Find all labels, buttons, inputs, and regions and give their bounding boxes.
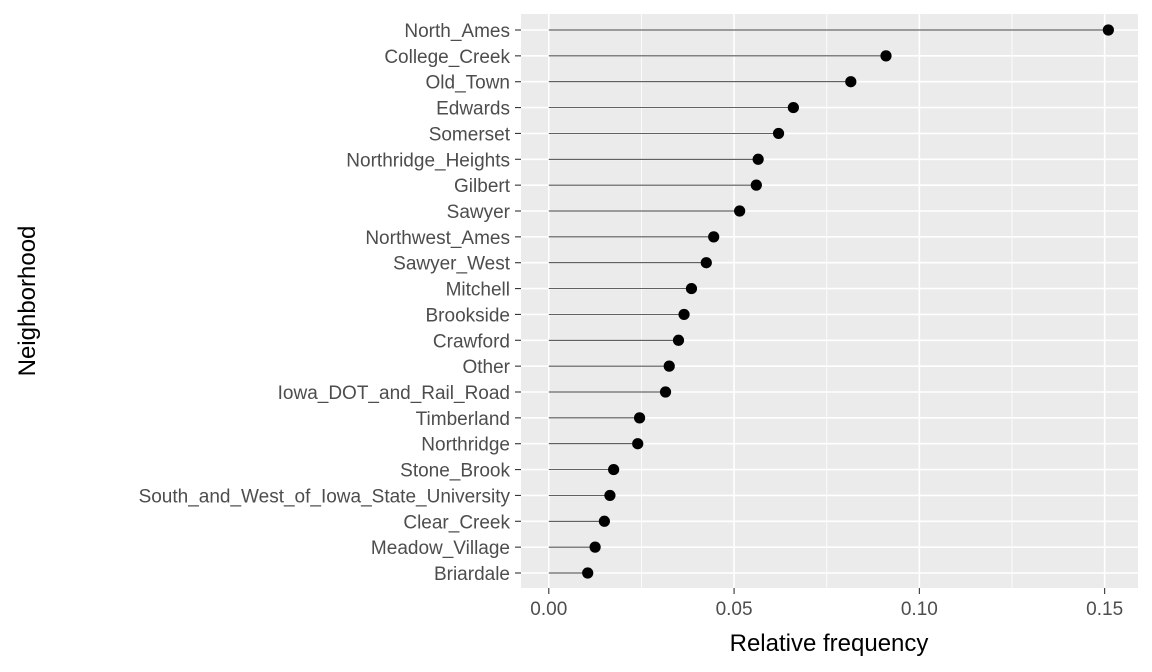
y-tick-label: Crawford [433,331,510,352]
y-tick-label: Northridge [421,435,510,456]
y-tick-label: Sawyer [447,202,511,223]
x-tick-label: 0.05 [716,599,753,620]
data-point [608,463,620,476]
x-axis: 0.00 0.05 0.10 0.15 [530,588,1123,620]
y-tick-label: Iowa_DOT_and_Rail_Road [278,383,510,404]
y-tick-label: Northridge_Heights [346,150,510,171]
y-tick-label: College_Creek [384,47,510,68]
data-point [708,231,720,243]
data-point [672,334,685,346]
data-point [734,205,746,217]
x-tick-label: 0.15 [1086,599,1123,620]
data-point [880,50,892,62]
y-tick-label: Timberland [416,409,510,430]
plot-panel [521,14,1138,588]
data-point [845,76,857,88]
data-point [663,360,675,372]
y-tick-label: Mitchell [446,280,510,301]
y-tick-label: Somerset [429,124,511,145]
data-point [589,541,601,553]
data-point [787,101,799,114]
data-point [582,567,594,579]
data-point [678,308,690,321]
data-point [1102,24,1114,36]
y-tick-label: Gilbert [454,176,511,197]
y-axis-title: Neighborhood [14,226,41,377]
y-tick-label: Other [462,357,510,378]
y-tick-label: Clear_Creek [403,512,510,533]
lollipop-stems [548,29,1109,574]
data-point [685,282,698,295]
data-point [598,515,610,527]
data-point [633,412,646,424]
y-tick-label: Edwards [436,99,510,120]
y-tick-label: South_and_West_of_Iowa_State_University [139,486,511,507]
data-point [632,438,644,450]
y-axis: North_Ames College_Creek Old_Town Edwards So… [139,21,521,585]
data-point [659,386,672,398]
y-tick-label: Old_Town [426,73,511,94]
lollipop-points [582,24,1114,579]
y-tick-label: Stone_Brook [400,461,510,482]
data-point [750,179,762,191]
x-tick-label: 0.00 [530,599,567,620]
data-point [604,489,616,502]
y-tick-label: Meadow_Village [371,538,510,559]
data-point [772,127,785,140]
y-tick-label: Briardale [434,564,510,585]
data-point [700,257,712,269]
data-point [752,153,764,165]
x-tick-label: 0.10 [901,599,938,620]
y-tick-label: Northwest_Ames [365,228,510,249]
y-tick-label: Brookside [426,305,511,326]
y-tick-label: Sawyer_West [393,254,511,275]
x-axis-title: Relative frequency [730,630,929,657]
y-tick-label: North_Ames [404,21,510,42]
